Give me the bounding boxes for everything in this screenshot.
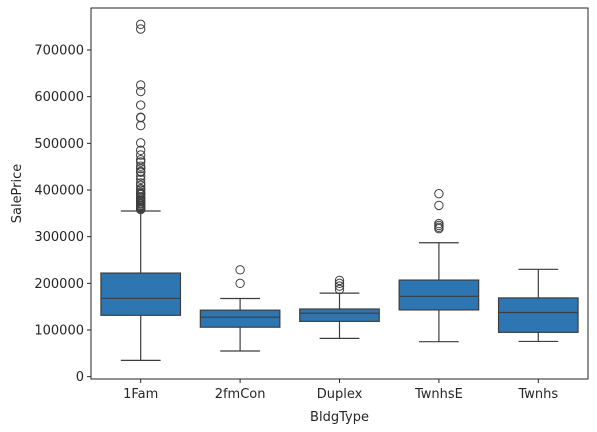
outlier-point [136, 112, 146, 122]
outlier-point [334, 275, 345, 286]
outlier-point [136, 80, 146, 90]
iqr-box [497, 297, 579, 333]
outlier-point [136, 145, 146, 156]
x-tick-label: Duplex [317, 387, 363, 402]
outlier-point [136, 166, 146, 177]
iqr-box [100, 272, 182, 316]
y-axis-label: SalePrice [10, 164, 25, 224]
outlier-point [334, 284, 345, 295]
box-group-twnhse [398, 189, 480, 343]
y-tick-label: 700000 [34, 44, 84, 59]
y-tick-label: 0 [76, 370, 84, 385]
iqr-box [299, 308, 380, 322]
outlier-point [136, 171, 146, 181]
iqr-box [398, 279, 480, 311]
y-tick-label: 600000 [34, 90, 84, 105]
plot-content [100, 19, 579, 361]
outlier-point [136, 180, 146, 191]
x-tick-label: TwnhsE [414, 387, 463, 402]
x-tick-label: Twnhs [517, 387, 558, 402]
x-axis-label: BldgType [310, 410, 369, 425]
outlier-point [334, 278, 345, 289]
outlier-point [136, 150, 146, 160]
outlier-point [334, 281, 345, 291]
outlier-point [136, 100, 146, 110]
x-axis: 1Fam 2fmCon Duplex TwnhsE Twnhs [123, 379, 558, 402]
y-tick-label: 100000 [34, 324, 84, 339]
outlier-point [136, 138, 146, 148]
outlier-point [136, 86, 146, 97]
outlier-point [136, 187, 146, 198]
y-axis: 0 100000 200000 300000 400000 500000 600000 700… [34, 44, 91, 385]
outlier-point [136, 24, 146, 34]
y-tick-label: 300000 [34, 230, 84, 245]
y-tick-label: 500000 [34, 137, 84, 152]
y-tick-label: 200000 [34, 277, 84, 292]
outlier-point [235, 278, 245, 289]
outlier-point [136, 154, 146, 165]
box-group-1fam [100, 19, 182, 361]
outlier-point [434, 200, 444, 211]
outlier-point [136, 157, 146, 167]
outlier-point [136, 120, 146, 131]
outlier-point [136, 178, 146, 188]
outlier-point [136, 161, 146, 171]
outlier-point [235, 265, 245, 275]
outlier-point [136, 19, 146, 30]
outlier-point [434, 189, 444, 199]
y-tick-label: 400000 [34, 184, 84, 199]
outlier-point [136, 183, 146, 194]
outlier-point [434, 218, 444, 229]
iqr-box [199, 309, 281, 328]
x-tick-label: 2fmCon [215, 387, 266, 402]
x-tick-label: 1Fam [123, 387, 158, 402]
box-group-2fmcon [199, 265, 281, 352]
box-group-twnhs [497, 268, 579, 343]
box-group-duplex [299, 275, 380, 339]
